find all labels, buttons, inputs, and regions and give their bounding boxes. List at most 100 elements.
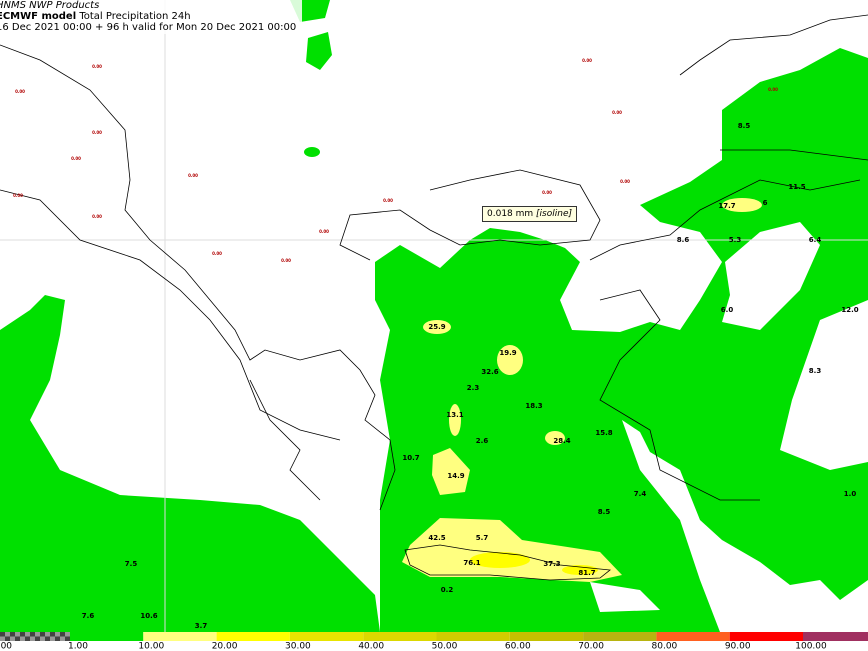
precip-yellow [470,552,530,568]
precip-value: 15.8 [595,429,612,437]
model: ECMWF model [0,11,77,22]
precip-value: 8.5 [738,122,751,130]
colorbar-label: 90.00 [725,642,751,651]
colorbar-check [25,632,30,637]
colorbar-check [15,632,20,637]
colorbar-check [55,636,60,641]
colorbar-check [10,636,15,641]
run-info: 16 Dec 2021 00:00 + 96 h valid for Mon 2… [0,22,297,33]
precip-value: 6.0 [721,306,734,314]
colorbar-check [0,632,5,637]
colorbar-label: 60.00 [505,642,531,651]
colorbar-check [60,636,65,641]
tooltip-kind: [isoline] [536,209,573,219]
precip-value: 18.3 [525,402,542,410]
tooltip-value: 0.018 mm [487,209,534,219]
precip-value: 42.5 [428,534,445,542]
colorbar-no-data [0,632,70,641]
precip-value: 6 [763,199,768,207]
precip-value: 14.9 [447,472,464,480]
zero-value: 0.00 [13,193,23,198]
precip-value: 2.3 [467,384,480,392]
precip-yellow [423,320,451,334]
zero-value: 0.00 [71,156,81,161]
colorbar-segment [143,632,217,641]
precip-value: 6.4 [809,236,822,244]
colorbar-segment [436,632,510,641]
colorbar [0,632,70,641]
precip-value: 5.3 [729,236,742,244]
colorbar-segment [70,632,144,641]
colorbar-label: 1.00 [68,642,88,651]
header: HNMS NWP Products ECMWF model Total Prec… [0,0,303,34]
colorbar-label: 50.00 [432,642,458,651]
colorbar-label: 0.00 [0,642,12,651]
precip-value: 76.1 [463,559,480,567]
colorbar-check [5,632,10,637]
colorbar-check [20,636,25,641]
precip-value: 8.6 [677,236,690,244]
zero-value: 0.00 [620,179,630,184]
colorbar-check [65,632,70,637]
zero-value: 0.00 [92,214,102,219]
colorbar-label: 30.00 [285,642,311,651]
precip-yellow [402,448,622,582]
precip-value: 10.6 [140,612,157,620]
zero-value: 0.00 [15,89,25,94]
precip-value: 10.7 [402,454,419,462]
precip-value: 8.5 [598,508,611,516]
zero-value: 0.00 [281,258,291,263]
precip-green [375,48,868,632]
colorbar-check [30,636,35,641]
colorbar-check [65,636,70,641]
precip-value: 0.2 [441,586,454,594]
colorbar-check [30,632,35,637]
precip-value: 12.0 [841,306,858,314]
colorbar-segment [656,632,730,641]
colorbar-check [55,632,60,637]
precip-value: 2.6 [476,437,489,445]
precip-value: 25.9 [428,323,445,331]
colorbar-check [35,632,40,637]
tooltip: 0.018 mm [isoline] [482,206,578,222]
source: HNMS NWP Products [0,0,100,11]
colorbar-segment [729,632,803,641]
precip-value: 13.1 [446,411,463,419]
colorbar-label: 20.00 [212,642,238,651]
colorbar-segment [583,632,657,641]
colorbar-check [0,636,5,641]
zero-value: 0.00 [542,190,552,195]
colorbar-segment [216,632,290,641]
precip-value: 37.3 [543,560,560,568]
colorbar-segment [363,632,437,641]
colorbar-check [10,632,15,637]
precip-yellow [722,198,762,212]
precip-value: 3.7 [195,622,208,630]
colorbar-check [45,636,50,641]
zero-value: 0.00 [92,64,102,69]
precip-value: 11.5 [788,183,805,191]
zero-value: 0.00 [92,130,102,135]
colorbar-check [45,632,50,637]
zero-value: 0.00 [582,58,592,63]
colorbar-label: 80.00 [652,642,678,651]
precip-value: 28.4 [553,437,570,445]
zero-value: 0.00 [319,229,329,234]
precip-value: 7.6 [82,612,95,620]
zero-value: 0.00 [212,251,222,256]
precip-green [290,0,332,157]
precip-value: 1.0 [844,490,857,498]
colorbar-check [35,636,40,641]
colorbar-segment [509,632,584,641]
precip-yellow [545,431,565,445]
colorbar-check [15,636,20,641]
colorbar-background [0,641,868,651]
precip-green [0,295,380,632]
colorbar-label: 70.00 [578,642,604,651]
title-line: ECMWF model Total Precipitation 24h [0,11,296,22]
coastlines [0,14,868,581]
dry-area [590,222,820,612]
colorbar-label: 100.00 [795,642,827,651]
